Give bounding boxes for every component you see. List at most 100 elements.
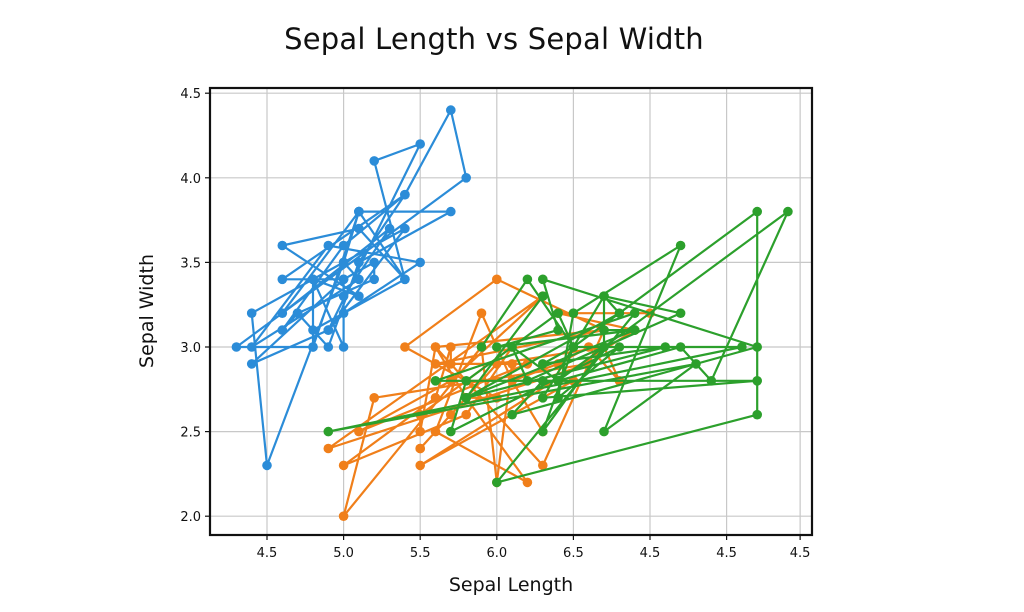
x-tick-label: 5.5: [410, 546, 431, 561]
data-point: [507, 342, 517, 352]
data-point: [553, 308, 563, 319]
data-point: [338, 511, 349, 521]
data-point: [461, 173, 472, 183]
data-point: [737, 342, 747, 352]
data-point: [430, 426, 441, 437]
data-point: [492, 274, 502, 285]
x-axis-label: Sepal Length: [448, 574, 574, 596]
data-point: [400, 342, 410, 352]
data-point: [430, 342, 441, 352]
data-point: [323, 426, 334, 437]
data-point: [308, 274, 318, 285]
x-tick-label: 4.5: [640, 546, 661, 561]
data-point: [446, 409, 456, 420]
data-point: [675, 240, 686, 251]
data-point: [446, 206, 456, 217]
data-point: [446, 426, 456, 437]
data-point: [599, 325, 609, 335]
data-point: [277, 325, 288, 335]
data-point: [430, 359, 441, 369]
axes-frame: [208, 86, 814, 537]
data-point: [461, 409, 472, 420]
series-line: [235, 108, 468, 467]
data-point: [369, 274, 380, 285]
x-tick-label: 4.5: [257, 546, 278, 561]
data-point: [338, 257, 349, 268]
x-axis-ticks: 4.5 5.0 5.5 6.0 6.5 4.5 4.5 4.5: [257, 535, 810, 561]
series-setosa: [231, 105, 472, 471]
data-point: [461, 393, 472, 403]
data-point: [354, 274, 364, 285]
data-point: [277, 240, 288, 251]
data-point: [752, 376, 762, 386]
data-point: [538, 359, 548, 369]
data-point: [308, 342, 318, 352]
data-point: [507, 409, 517, 420]
data-point: [752, 206, 762, 217]
data-point: [461, 376, 472, 386]
data-point: [400, 189, 410, 200]
data-point: [752, 342, 762, 352]
data-point: [614, 308, 625, 319]
data-point: [292, 308, 303, 319]
data-point: [400, 274, 410, 285]
data-point: [553, 325, 563, 335]
data-point: [415, 443, 426, 454]
data-point: [629, 308, 640, 319]
data-point: [614, 342, 625, 352]
data-point: [675, 308, 686, 319]
y-tick-label: 3.5: [180, 256, 201, 271]
data-point: [277, 308, 288, 319]
data-point: [476, 308, 487, 319]
data-point: [538, 393, 548, 403]
data-point: [354, 223, 364, 234]
y-tick-label: 4.0: [180, 172, 201, 187]
data-point: [323, 240, 334, 251]
data-point: [522, 274, 533, 285]
data-point: [369, 257, 380, 268]
data-point: [231, 342, 242, 352]
data-point: [262, 460, 272, 471]
data-point: [415, 460, 426, 471]
data-point: [599, 291, 609, 302]
data-point: [568, 308, 579, 319]
data-point: [706, 376, 717, 386]
data-point: [675, 342, 686, 352]
series-layer: [231, 105, 793, 521]
data-point: [522, 477, 533, 488]
data-point: [783, 206, 793, 217]
y-tick-label: 4.5: [180, 87, 201, 102]
x-tick-label: 6.5: [563, 546, 584, 561]
data-point: [538, 274, 548, 285]
data-point: [553, 376, 563, 386]
data-point: [415, 426, 426, 437]
data-point: [507, 359, 517, 369]
data-point: [415, 257, 426, 268]
data-point: [446, 105, 456, 115]
data-point: [430, 376, 441, 386]
data-point: [246, 359, 257, 369]
data-point: [369, 156, 380, 166]
data-point: [277, 274, 288, 285]
data-point: [323, 325, 334, 335]
data-point: [538, 460, 548, 471]
data-point: [415, 139, 426, 149]
data-point: [568, 342, 579, 352]
data-point: [629, 325, 640, 335]
chart-title: Sepal Length vs Sepal Width: [284, 22, 704, 56]
data-point: [400, 223, 410, 234]
data-point: [522, 376, 533, 386]
y-tick-label: 2.0: [180, 510, 201, 525]
data-point: [338, 460, 349, 471]
data-point: [246, 342, 257, 352]
data-point: [338, 291, 349, 302]
data-point: [354, 257, 364, 268]
data-point: [323, 443, 334, 454]
data-point: [538, 291, 548, 302]
x-tick-label: 4.5: [716, 546, 737, 561]
data-point: [338, 240, 349, 251]
data-point: [492, 342, 502, 352]
data-point: [691, 359, 701, 369]
data-point: [338, 308, 349, 319]
